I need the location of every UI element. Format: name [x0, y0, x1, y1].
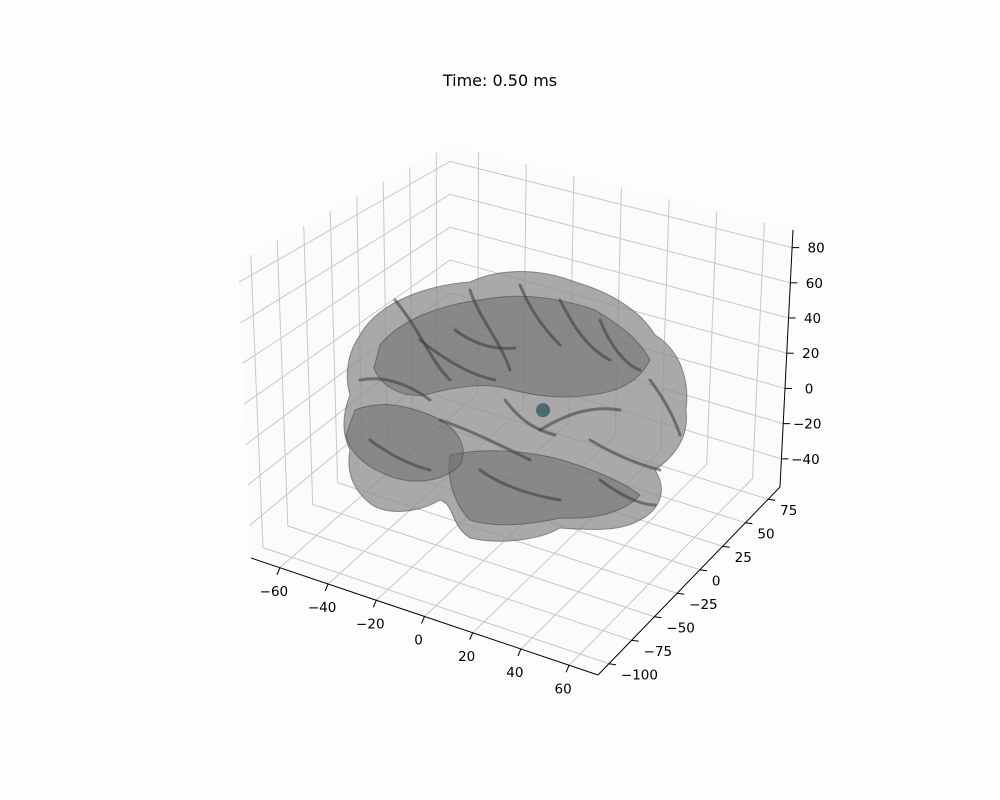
z-tick-label: 0	[805, 381, 814, 397]
z-tick-label: −40	[791, 452, 820, 468]
x-gridline	[520, 211, 718, 650]
brain-sulcus	[418, 338, 497, 382]
z-gridline	[240, 193, 791, 324]
y-tick-mark	[608, 663, 616, 666]
y-tick-label: 75	[780, 503, 797, 519]
brain-sulcus	[648, 378, 682, 437]
z-tick-label: −20	[793, 417, 822, 433]
y-tick-label: 0	[712, 574, 721, 590]
brain-sulcus	[598, 318, 642, 372]
y-tick-mark	[677, 592, 685, 595]
y-tick-mark	[654, 616, 662, 619]
z-tick-label: 60	[806, 276, 823, 292]
x-tick-label: 60	[554, 681, 571, 697]
x-tick-label: −40	[308, 600, 337, 616]
x-gridline	[568, 222, 765, 666]
y-tick-mark	[699, 569, 707, 572]
z-gridline	[243, 259, 787, 405]
brain-lobe	[345, 404, 464, 482]
z-axis-line	[779, 229, 794, 488]
z-gridline	[238, 160, 793, 283]
x-tick-label: −60	[260, 584, 289, 600]
y-gridline	[250, 254, 610, 665]
y-axis-line	[597, 486, 781, 676]
y-tick-label: −75	[644, 644, 673, 660]
source-points	[536, 403, 551, 418]
brain-lobe	[448, 450, 641, 526]
z-tick-label: 20	[802, 346, 819, 362]
tick-labels: −60 −40 −20 0 20 40 60 75 50 25 0 −25 −50 −75 −100 80 60…	[260, 241, 825, 698]
side-pane	[238, 145, 450, 558]
brain-sulcus	[598, 478, 657, 507]
y-tick-label: −50	[666, 621, 695, 637]
y-gridline	[303, 225, 655, 618]
y-tick-mark	[631, 639, 639, 642]
z-tick-label: 80	[808, 241, 825, 257]
brain-surface	[343, 271, 688, 542]
x-tick-label: 20	[458, 649, 475, 665]
brain-sulcus	[468, 288, 512, 372]
chart-title: Time: 0.50 ms	[442, 71, 558, 90]
brain-sulcus	[453, 328, 517, 350]
y-tick-mark	[768, 498, 776, 501]
x-tick-mark	[372, 600, 377, 608]
brain-sulcus	[538, 407, 622, 432]
y-gridline	[329, 211, 678, 594]
brain-sulcus	[503, 398, 557, 437]
y-gridline	[276, 240, 632, 641]
x-tick-mark	[565, 665, 570, 673]
axis-lines	[250, 229, 800, 676]
x-tick-mark	[517, 648, 522, 657]
brain-sulcus	[558, 298, 612, 362]
x-tick-label: 0	[414, 633, 423, 649]
x-tick-mark	[469, 632, 474, 640]
y-tick-label: −100	[621, 668, 658, 684]
x-tick-mark	[421, 616, 425, 624]
x-tick-label: 40	[506, 665, 523, 681]
x-tick-label: −20	[356, 616, 385, 632]
x-tick-mark	[276, 567, 281, 575]
brain-sulcus	[438, 418, 532, 462]
brain-sulcus	[588, 438, 662, 472]
z-gridline	[242, 226, 789, 364]
brain-sulcus	[478, 468, 562, 502]
y-tick-mark	[722, 545, 730, 548]
brain-sulcus	[518, 283, 562, 347]
y-tick-label: 50	[757, 527, 774, 543]
brain-sulcus	[368, 438, 432, 472]
y-tick-label: 25	[735, 550, 752, 566]
x-tick-mark	[324, 583, 329, 592]
source-point	[536, 403, 551, 418]
y-tick-label: −25	[689, 597, 718, 613]
z-tick-label: 40	[804, 311, 821, 327]
y-tick-mark	[745, 522, 753, 525]
brain-sulcus	[358, 377, 432, 402]
